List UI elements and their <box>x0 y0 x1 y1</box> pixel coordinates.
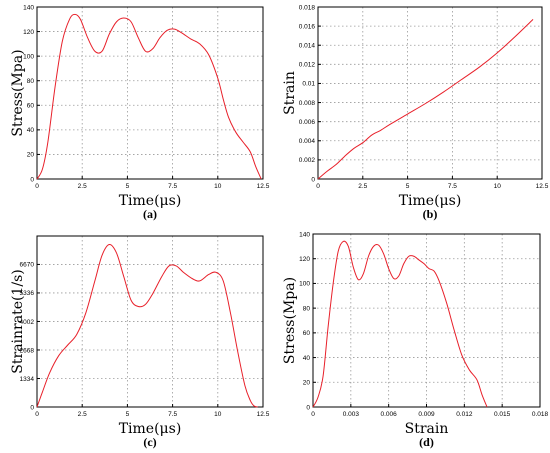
x-tick-label: 2.5 <box>78 411 87 418</box>
y-axis-title: Stress(Mpa) <box>10 49 26 136</box>
y-axis-title: Stress(Mpa) <box>282 277 298 364</box>
y-tick-label: 0.018 <box>299 4 316 11</box>
x-tick-label: 12.5 <box>257 411 270 418</box>
x-tick-label: 0 <box>35 183 39 190</box>
y-tick-label: 0.016 <box>299 23 316 30</box>
y-tick-label: 2668 <box>20 347 35 354</box>
y-tick-label: 100 <box>23 53 34 60</box>
x-tick-label: 2.5 <box>78 183 87 190</box>
x-tick-label: 0 <box>311 411 315 418</box>
x-axis-title: Time(μs) <box>399 193 462 209</box>
panel-2: 0 2.5 5 7.5 10 12.5 0 0.002 0.004 0.006 0.008 0.01 0… <box>282 4 549 221</box>
plot-frame <box>36 6 264 180</box>
y-tick-label: 80 <box>303 305 311 312</box>
y-tick-label: 20 <box>27 152 35 159</box>
panel-label: (b) <box>423 207 438 221</box>
panel-label: (a) <box>143 207 157 221</box>
y-tick-label: 40 <box>303 355 311 362</box>
x-tick-label: 10 <box>494 183 502 190</box>
x-tick-label: 0.009 <box>418 411 435 418</box>
y-tick-label: 0.008 <box>299 100 316 107</box>
x-tick-label: 0.006 <box>381 411 398 418</box>
y-tick-label: 40 <box>27 127 35 134</box>
x-tick-label: 0.012 <box>456 411 473 418</box>
x-tick-label: 5 <box>126 411 130 418</box>
y-tick-label: 120 <box>299 256 310 263</box>
y-tick-label: 0.004 <box>299 138 316 145</box>
y-tick-label: 120 <box>23 29 34 36</box>
x-axis-title: Time(μs) <box>119 421 182 437</box>
y-tick-label: 4002 <box>20 319 35 326</box>
x-tick-label: 0 <box>35 411 39 418</box>
x-tick-label: 5 <box>126 183 130 190</box>
x-tick-label: 0.003 <box>343 411 360 418</box>
y-tick-label: 60 <box>27 103 35 110</box>
y-tick-label: 0.014 <box>299 43 316 50</box>
y-tick-label: 0.01 <box>302 81 315 88</box>
series-line <box>317 19 534 180</box>
y-tick-label: 0.012 <box>299 62 316 69</box>
y-axis-title: Strainrate(1/s) <box>10 269 26 373</box>
y-tick-label: 6670 <box>20 262 35 269</box>
x-tick-label: 7.5 <box>168 183 177 190</box>
x-tick-label: 7.5 <box>448 183 457 190</box>
x-tick-label: 2.5 <box>358 183 367 190</box>
panel-1: 0 2.5 5 7.5 10 12.5 0 20 40 60 80 100 120 140 Time(μs)… <box>10 4 270 221</box>
y-tick-label: 0 <box>311 176 315 183</box>
y-tick-label: 5336 <box>20 290 35 297</box>
y-tick-label: 0 <box>30 404 34 411</box>
y-tick-label: 0.006 <box>299 119 316 126</box>
y-tick-label: 20 <box>303 380 311 387</box>
series-line <box>36 244 258 408</box>
x-tick-label: 12.5 <box>257 183 270 190</box>
y-tick-label: 0 <box>30 176 34 183</box>
series-line <box>312 240 488 408</box>
panel-label: (d) <box>419 435 434 449</box>
y-tick-label: 0.002 <box>299 157 316 164</box>
y-tick-label: 1334 <box>20 376 35 383</box>
y-tick-label: 0 <box>306 404 310 411</box>
x-axis-title: Time(μs) <box>119 193 182 209</box>
panel-4: 0 0.003 0.006 0.009 0.012 0.015 0.018 0 20 40 60 80… <box>282 231 549 449</box>
panel-label: (c) <box>143 435 156 449</box>
y-tick-label: 80 <box>27 78 35 85</box>
x-tick-label: 0.018 <box>532 411 549 418</box>
x-tick-label: 7.5 <box>168 411 177 418</box>
y-tick-label: 60 <box>303 330 311 337</box>
x-tick-label: 0 <box>316 183 320 190</box>
x-tick-label: 5 <box>406 183 410 190</box>
x-axis-title: Strain <box>405 421 449 437</box>
y-tick-label: 140 <box>23 4 34 11</box>
y-axis-title: Strain <box>282 71 298 115</box>
x-tick-label: 12.5 <box>536 183 549 190</box>
y-tick-label: 140 <box>299 231 310 238</box>
x-tick-label: 10 <box>214 411 222 418</box>
plot-frame <box>317 6 543 180</box>
plot-frame <box>312 233 541 408</box>
x-tick-label: 0.015 <box>494 411 511 418</box>
y-tick-label: 100 <box>299 281 310 288</box>
series-line <box>36 13 262 180</box>
panel-3: 0 2.5 5 7.5 10 12.5 0 1334 2668 4002 5336 6670 Time(… <box>10 235 270 449</box>
x-tick-label: 10 <box>214 183 222 190</box>
